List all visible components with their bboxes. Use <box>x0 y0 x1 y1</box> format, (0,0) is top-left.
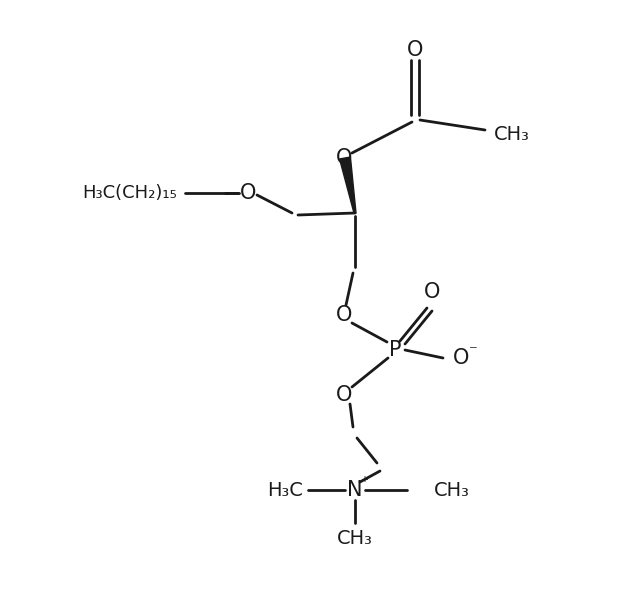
Text: O: O <box>407 40 423 60</box>
Text: CH₃: CH₃ <box>434 480 470 499</box>
Text: H₃C: H₃C <box>267 480 303 499</box>
Text: N: N <box>348 480 363 500</box>
Text: O: O <box>336 148 352 168</box>
Text: O: O <box>453 348 469 368</box>
Text: H₃C(CH₂)₁₅: H₃C(CH₂)₁₅ <box>83 184 177 202</box>
Polygon shape <box>340 157 356 213</box>
Text: O: O <box>240 183 256 203</box>
Text: O: O <box>336 385 352 405</box>
Text: O: O <box>336 305 352 325</box>
Text: CH₃: CH₃ <box>494 125 530 145</box>
Text: O: O <box>424 282 440 302</box>
Text: ⁻: ⁻ <box>468 342 477 360</box>
Text: ⁺: ⁺ <box>361 475 369 489</box>
Text: P: P <box>388 340 401 360</box>
Text: CH₃: CH₃ <box>337 530 373 548</box>
